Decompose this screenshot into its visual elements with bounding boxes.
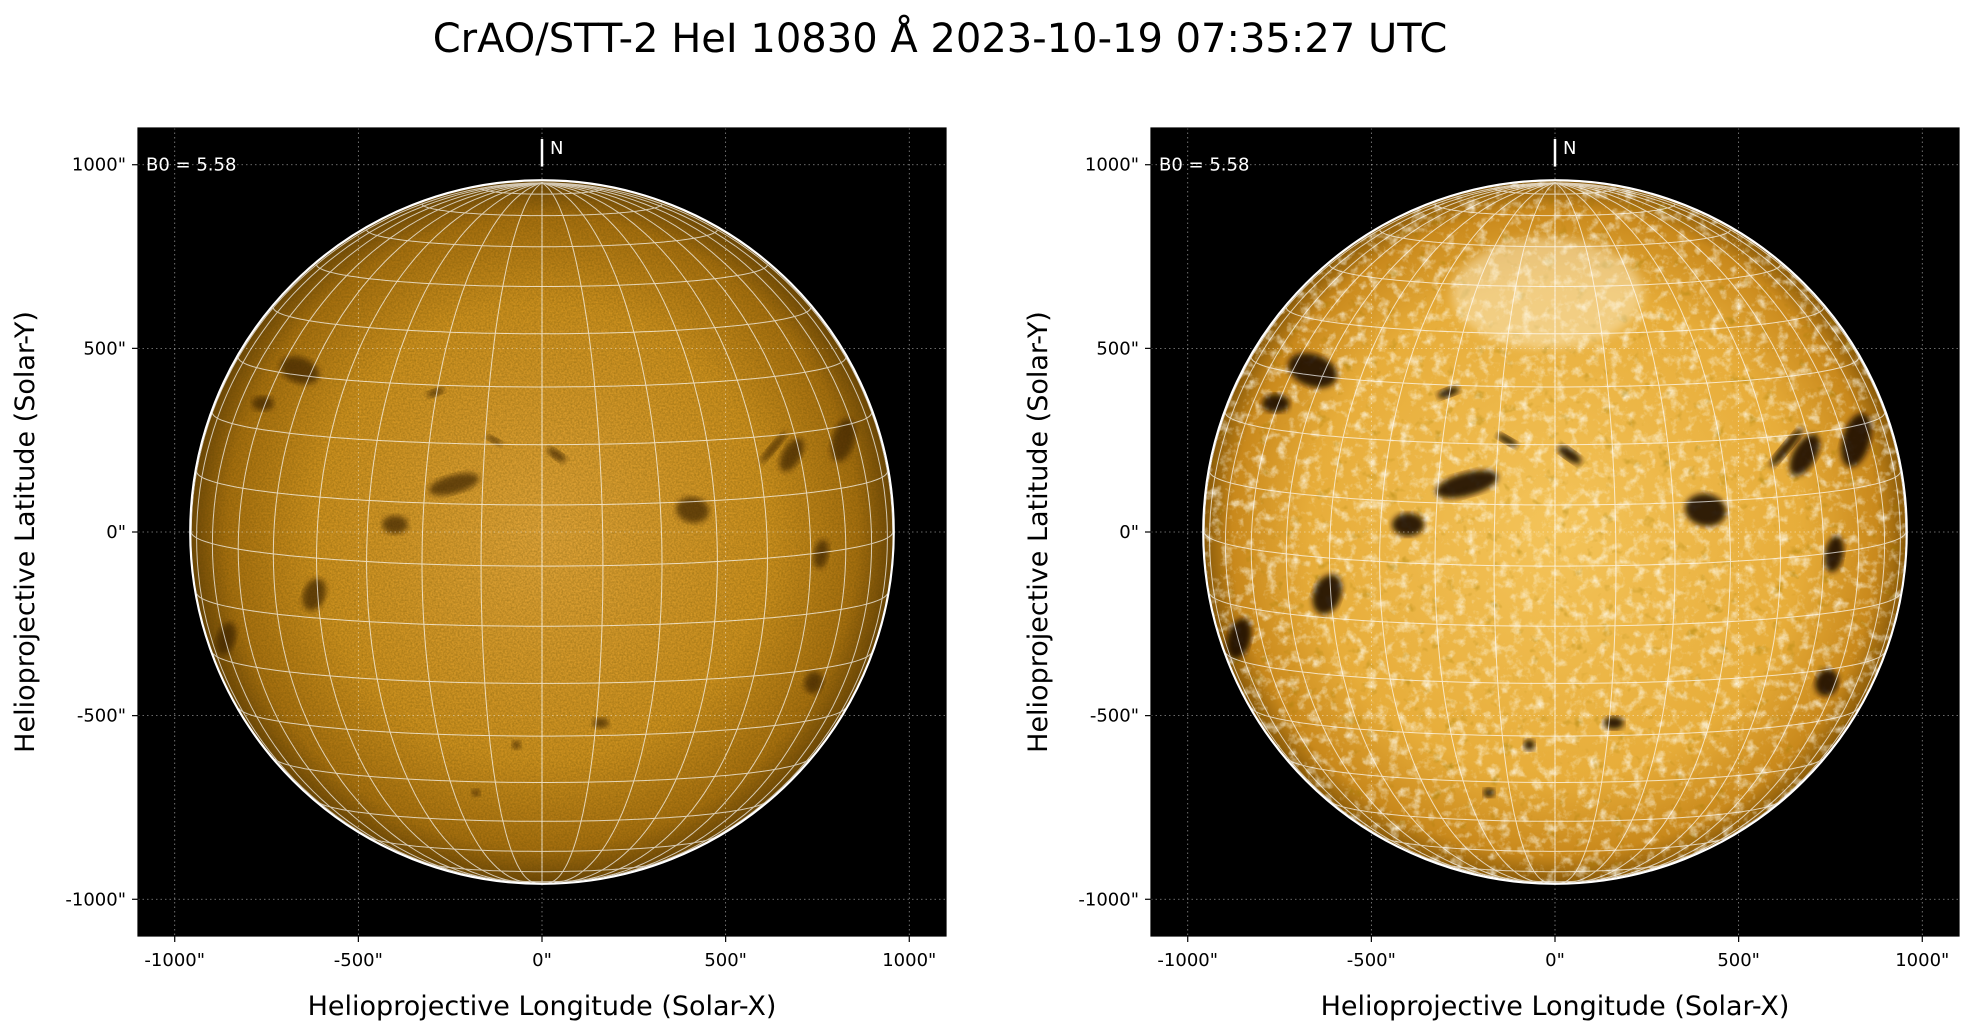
- dark-feature: [547, 447, 567, 463]
- dark-feature: [1262, 394, 1290, 413]
- dark-feature: [486, 434, 503, 446]
- x-tick-label: -1000": [144, 950, 205, 971]
- x-tick-label: -1000": [1157, 950, 1218, 971]
- dark-feature: [511, 740, 521, 750]
- dark-feature: [1769, 427, 1803, 468]
- x-tick-label: 0": [1545, 950, 1565, 971]
- panel-right: N B0 = 5.58 -1000" -500" 0" 500" 1000" -1000" -5…: [1023, 127, 1960, 1022]
- y-axis-label: Helioprojective Latitude (Solar-Y): [1023, 311, 1054, 753]
- y-tick-label: 1000": [72, 155, 126, 176]
- dark-feature: [804, 671, 824, 694]
- dark-feature: [1437, 386, 1460, 399]
- y-tick-label: 0": [1119, 522, 1139, 543]
- dark-feature: [1435, 470, 1499, 499]
- dark-feature: [813, 539, 829, 569]
- b0-annotation: B0 = 5.58: [146, 155, 236, 176]
- y-tick-label: -500": [1090, 706, 1139, 727]
- dark-feature: [1497, 433, 1518, 447]
- north-label: N: [1563, 138, 1576, 159]
- panels: N B0 = 5.58 -1000" -500" 0" 500" 1000" -1000" -5…: [10, 127, 1960, 1022]
- dark-feature: [1288, 353, 1337, 388]
- dark-feature: [676, 496, 710, 523]
- b0-annotation: B0 = 5.58: [1159, 155, 1249, 176]
- disk-texture: [1204, 181, 1906, 883]
- dark-feature: [831, 418, 856, 462]
- x-axis-label: Helioprojective Longitude (Solar-X): [1321, 991, 1790, 1022]
- dark-feature: [426, 387, 445, 398]
- disk-texture: [191, 181, 893, 883]
- x-tick-label: -500": [334, 950, 383, 971]
- dark-feature: [1603, 716, 1624, 730]
- y-tick-label: 500": [83, 338, 126, 359]
- dark-feature: [471, 789, 481, 797]
- x-tick-label: 1000": [1895, 950, 1949, 971]
- dark-feature: [1523, 739, 1535, 751]
- dark-feature: [382, 515, 408, 534]
- dark-feature: [592, 717, 609, 729]
- dark-feature: [251, 396, 274, 411]
- y-tick-label: 500": [1096, 338, 1139, 359]
- dark-feature: [1483, 788, 1495, 798]
- y-axis-label: Helioprojective Latitude (Solar-Y): [10, 311, 41, 753]
- dark-feature: [428, 473, 479, 496]
- dark-feature: [1226, 618, 1252, 659]
- y-tick-label: -500": [77, 706, 126, 727]
- dark-feature: [1312, 574, 1343, 615]
- x-tick-label: 1000": [882, 950, 936, 971]
- x-tick-label: 500": [704, 950, 747, 971]
- dark-feature: [1557, 445, 1582, 464]
- x-tick-label: 0": [532, 950, 552, 971]
- x-tick-label: 500": [1717, 950, 1760, 971]
- solar-limb: [189, 179, 895, 885]
- y-tick-label: 0": [106, 522, 126, 543]
- solar-limb: [1202, 179, 1908, 885]
- dark-feature: [1789, 434, 1820, 476]
- y-tick-label: 1000": [1085, 155, 1139, 176]
- y-tick-label: -1000": [1078, 889, 1139, 910]
- dark-feature: [760, 431, 787, 464]
- heliographic-grid: [191, 182, 893, 883]
- x-axis-label: Helioprojective Longitude (Solar-X): [308, 991, 777, 1022]
- y-tick-label: -1000": [65, 889, 126, 910]
- dark-feature: [302, 578, 327, 611]
- figure-title: CrAO/STT-2 HeI 10830 Å 2023-10-19 07:35:…: [433, 14, 1448, 62]
- dark-feature: [1824, 535, 1844, 573]
- dark-feature: [216, 622, 236, 655]
- panel-left: N B0 = 5.58 -1000" -500" 0" 500" 1000" -1000" -5…: [10, 127, 947, 1022]
- north-label: N: [550, 138, 563, 159]
- heliographic-grid: [1204, 182, 1906, 883]
- x-tick-label: -500": [1347, 950, 1396, 971]
- dark-feature: [1392, 513, 1425, 537]
